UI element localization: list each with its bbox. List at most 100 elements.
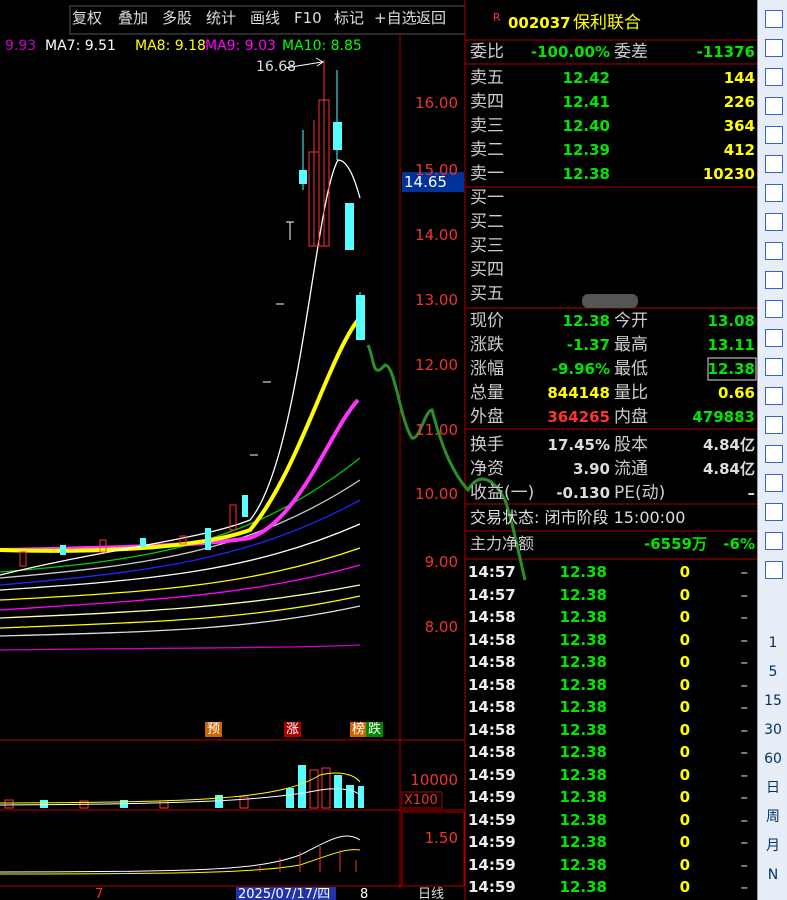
tool-icon[interactable]: [765, 242, 783, 260]
tool-icon[interactable]: [765, 387, 783, 405]
period-button[interactable]: 15: [764, 693, 782, 709]
period-button[interactable]: 1: [768, 635, 778, 651]
price-label: 12.00: [415, 356, 458, 374]
indicator-box: [401, 811, 465, 887]
tick-direction: –: [740, 608, 749, 626]
ask-price: 12.38: [562, 165, 610, 183]
stat-label: 收益(一): [470, 483, 535, 503]
period-button[interactable]: 5: [768, 664, 778, 680]
tool-icon[interactable]: [765, 213, 783, 231]
price-label: 13.00: [415, 291, 458, 309]
period-button[interactable]: 30: [764, 722, 782, 738]
toolbar-button[interactable]: +自选: [374, 9, 417, 27]
tool-icon[interactable]: [765, 474, 783, 492]
tick-time: 14:58: [468, 720, 516, 739]
toolbar-button[interactable]: 叠加: [118, 9, 149, 27]
period-button[interactable]: 周: [766, 809, 780, 825]
price-label: 10.00: [415, 485, 458, 503]
tool-icon[interactable]: [765, 126, 783, 144]
tick-price: 12.38: [559, 653, 607, 671]
ma-legend: 9.93: [5, 38, 37, 54]
toolbar-button[interactable]: 标记: [334, 9, 365, 27]
stat-label: 净资: [470, 459, 504, 479]
stat-label: 总量: [470, 383, 504, 403]
tick-volume: 0: [679, 630, 690, 649]
tool-icon[interactable]: [765, 155, 783, 173]
tick-direction: –: [740, 630, 749, 649]
tool-icon[interactable]: [765, 300, 783, 318]
tool-icon[interactable]: [765, 271, 783, 289]
tool-icon[interactable]: [765, 532, 783, 550]
tool-icon[interactable]: [765, 68, 783, 86]
tick-time: 14:59: [468, 788, 516, 806]
tick-price: 12.38: [559, 585, 607, 604]
tick-price: 12.38: [559, 855, 607, 874]
toolbar-button[interactable]: 复权: [72, 9, 103, 27]
stat-value: 0.66: [717, 384, 755, 402]
ask-volume: 226: [723, 93, 755, 111]
stat-value: 12.38: [707, 360, 755, 378]
stat-value: -1.37: [566, 336, 610, 354]
tool-icon[interactable]: [765, 184, 783, 202]
tick-direction: –: [740, 878, 749, 896]
tick-volume: 0: [679, 878, 690, 896]
tool-icon[interactable]: [765, 329, 783, 347]
stock-code: 002037: [508, 14, 571, 32]
toolbar-button[interactable]: 统计: [206, 9, 237, 27]
ma-legend: MA10: 8.85: [282, 38, 362, 54]
ma-lines: [0, 159, 364, 651]
bid-label: 买五: [470, 284, 504, 304]
tick-time: 14:59: [468, 878, 516, 896]
toolbar-button[interactable]: 返回: [416, 9, 447, 27]
tick-time: 14:58: [468, 653, 516, 671]
volume-label: 10000: [410, 771, 458, 789]
tick-direction: –: [740, 563, 749, 581]
period-button[interactable]: N: [767, 867, 779, 883]
collapse-button[interactable]: [582, 294, 638, 308]
period-button[interactable]: 60: [764, 751, 782, 767]
indicator-lines: [0, 835, 361, 875]
tick-direction: –: [740, 855, 749, 874]
ask-price: 12.42: [562, 69, 610, 87]
stat-value: 13.08: [707, 312, 755, 330]
event-marker: 涨: [284, 722, 302, 737]
tool-icon[interactable]: [765, 445, 783, 463]
tool-icon[interactable]: [765, 10, 783, 28]
tick-direction: –: [740, 810, 749, 829]
toolbar-button[interactable]: 画线: [250, 9, 281, 27]
quote-value: -11376: [696, 43, 755, 61]
quote-value: -100.00%: [530, 43, 610, 61]
stat-value: 4.84亿: [702, 460, 755, 478]
date-label: 8: [360, 887, 369, 900]
bid-label: 买一: [470, 188, 504, 208]
stat-label: 现价: [470, 311, 504, 331]
date-highlight: [236, 887, 336, 900]
period-button[interactable]: 日: [766, 780, 780, 796]
tool-icon[interactable]: [765, 39, 783, 57]
tick-volume: 0: [679, 563, 690, 581]
toolbar-button[interactable]: F10: [294, 9, 322, 27]
tool-icon[interactable]: [765, 561, 783, 579]
hand-drawn-line: [366, 344, 527, 581]
ma-legend: MA9: 9.03: [205, 38, 276, 54]
peak-arrow: [284, 57, 324, 69]
event-marker: 跌: [366, 722, 384, 737]
quote-label: 委比: [470, 42, 504, 62]
price-label: 14.00: [415, 226, 458, 244]
price-label: 9.00: [424, 553, 458, 571]
tool-icon[interactable]: [765, 416, 783, 434]
indicator-label: 1.50: [424, 829, 458, 847]
tool-icon[interactable]: [765, 503, 783, 521]
sidebar: 1 5 15 30 60 日周月 N: [757, 0, 787, 900]
period-button[interactable]: 月: [766, 838, 780, 854]
tool-icon[interactable]: [765, 97, 783, 115]
tool-icon[interactable]: [765, 358, 783, 376]
tick-direction: –: [740, 698, 749, 716]
ask-price: 12.40: [562, 117, 610, 135]
toolbar-button[interactable]: 多股: [162, 9, 193, 27]
tick-price: 12.38: [559, 698, 607, 716]
tick-volume: 0: [679, 765, 690, 784]
tick-volume: 0: [679, 833, 690, 851]
tick-direction: –: [740, 765, 749, 784]
candles: [19, 60, 365, 567]
